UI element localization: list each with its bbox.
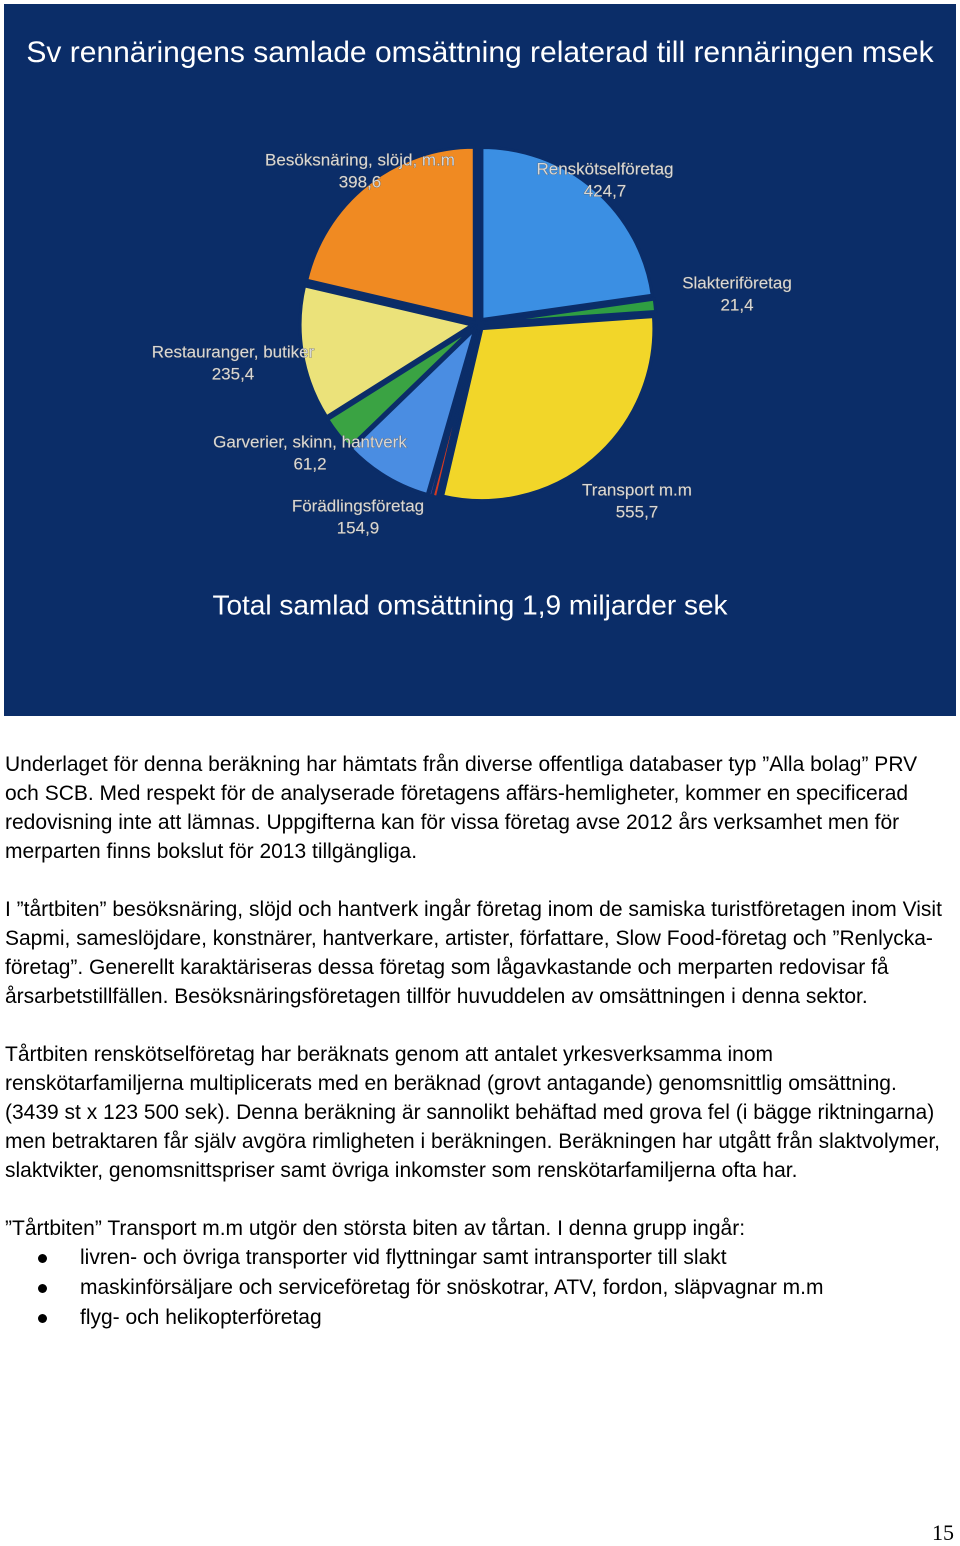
slice-label: Transport m.m [582, 480, 692, 499]
pie-slice [480, 145, 654, 322]
pie-slice [325, 326, 475, 450]
slice-label: Garverier, skinn, hantverk [213, 432, 407, 451]
pie-slice [426, 329, 478, 498]
slice-value: 424,7 [584, 181, 627, 200]
pie-slice [298, 284, 476, 419]
slice-value: 21,4 [720, 295, 753, 314]
chart-subtitle: Total samlad omsättning 1,9 miljarder se… [212, 589, 728, 620]
pie-slice [349, 324, 478, 497]
slice-value: 555,7 [616, 502, 659, 521]
slice-label: Restauranger, butiker [152, 342, 315, 361]
body-text: Underlaget för denna beräkning har hämta… [5, 750, 955, 1333]
slice-label: Besöksnäring, slöjd, m.m [265, 150, 455, 169]
page-number: 15 [932, 1520, 954, 1545]
pie-slice [304, 145, 476, 322]
pie-slice [483, 297, 658, 325]
chart-title: Sv rennäringens samlade omsättning relat… [26, 36, 934, 69]
slice-value: 154,9 [337, 518, 380, 537]
pie-slice [440, 315, 656, 503]
bullet-item: maskinförsäljare och serviceföretag för … [5, 1273, 955, 1303]
paragraph: I ”tårtbiten” besöksnäring, slöjd och ha… [5, 898, 942, 1008]
bullet-list: livren- och övriga transporter vid flytt… [5, 1243, 955, 1333]
paragraph: ”Tårtbiten” Transport m.m utgör den stör… [5, 1217, 746, 1240]
slice-label: Förädlingsföretag [292, 496, 424, 515]
paragraph: Tårtbiten renskötselföretag har beräknat… [5, 1043, 940, 1182]
slice-label: Slakteriföretag [682, 273, 792, 292]
slice-label: Renskötselföretag [536, 159, 673, 178]
bullet-item: livren- och övriga transporter vid flytt… [5, 1243, 955, 1273]
paragraph: Underlaget för denna beräkning har hämta… [5, 753, 918, 863]
bullet-item: flyg- och helikopterföretag [5, 1303, 955, 1333]
chart: Total samlad omsättning 1,9 miljarder se… [151, 145, 792, 620]
slice-value: 235,4 [212, 364, 255, 383]
slice-value: 398,6 [339, 172, 382, 191]
slice-value: 61,2 [293, 454, 326, 473]
